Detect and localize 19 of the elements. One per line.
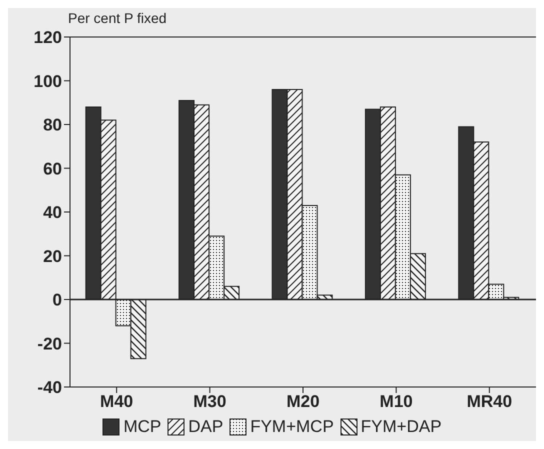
legend-label: DAP xyxy=(187,417,224,437)
y-tick-label: 80 xyxy=(43,116,62,135)
y-tick-label: 40 xyxy=(43,203,62,222)
legend-label: FYM+DAP xyxy=(360,417,442,437)
x-tick-label: M40 xyxy=(100,392,134,412)
legend-label: MCP xyxy=(122,417,162,437)
y-tick-label: -40 xyxy=(37,378,62,398)
y-tick-label: 20 xyxy=(43,246,62,266)
legend-label: FYM+MCP xyxy=(249,417,334,437)
x-tick-label: M30 xyxy=(193,392,226,412)
y-axis-title: Per cent P fixed xyxy=(68,10,167,26)
y-tick-label: 60 xyxy=(43,159,62,178)
x-tick-label: M20 xyxy=(286,392,320,412)
y-tick-label: 120 xyxy=(34,28,62,48)
y-tick-label: -20 xyxy=(37,334,62,354)
x-tick-label: M10 xyxy=(380,392,413,412)
x-tick-label: MR40 xyxy=(466,392,512,412)
y-tick-label: 0 xyxy=(52,290,62,310)
y-tick-label: 100 xyxy=(34,72,62,91)
